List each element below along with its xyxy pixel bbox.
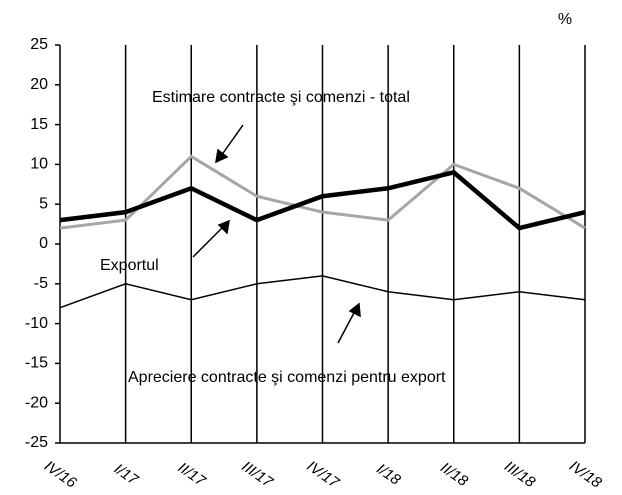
y-tick-label: -15 bbox=[25, 355, 48, 372]
series-label: Exportul bbox=[100, 257, 159, 274]
series-line bbox=[59, 154, 586, 230]
series-line bbox=[59, 169, 586, 231]
y-tick-label: -20 bbox=[25, 394, 48, 411]
series-label: Estimare contracte şi comenzi - total bbox=[152, 89, 410, 106]
arrow bbox=[220, 124, 244, 157]
unit-label: % bbox=[558, 11, 572, 28]
x-tick-label: II/17 bbox=[175, 459, 209, 490]
x-tick-label: III/17 bbox=[239, 458, 277, 491]
x-tick-label: IV/17 bbox=[304, 458, 343, 492]
arrow bbox=[192, 225, 225, 258]
x-tick-label: IV/16 bbox=[41, 458, 80, 492]
arrow-head bbox=[217, 219, 230, 235]
x-tick-label: III/18 bbox=[501, 458, 539, 491]
x-tick-label: II/18 bbox=[437, 459, 471, 490]
x-tick-label: IV/18 bbox=[566, 458, 605, 492]
y-tick-label: -25 bbox=[25, 434, 48, 451]
y-tick-label: 15 bbox=[30, 116, 48, 133]
x-tick-label: I/18 bbox=[373, 460, 404, 489]
y-tick-label: 5 bbox=[39, 195, 48, 212]
series-line bbox=[59, 275, 586, 309]
arrow bbox=[337, 310, 356, 344]
y-tick-label: -10 bbox=[25, 315, 48, 332]
y-tick-label: 10 bbox=[30, 156, 48, 173]
y-tick-label: 0 bbox=[39, 235, 48, 252]
arrow-head bbox=[348, 302, 361, 318]
arrows bbox=[192, 124, 361, 344]
series-label: Apreciere contracte şi comenzi pentru ex… bbox=[128, 369, 446, 386]
y-tick-label: -5 bbox=[34, 275, 48, 292]
x-tick-label: I/17 bbox=[111, 460, 142, 489]
y-tick-label: 20 bbox=[30, 76, 48, 93]
y-tick-label: 25 bbox=[30, 36, 48, 53]
arrow-head bbox=[215, 148, 229, 164]
